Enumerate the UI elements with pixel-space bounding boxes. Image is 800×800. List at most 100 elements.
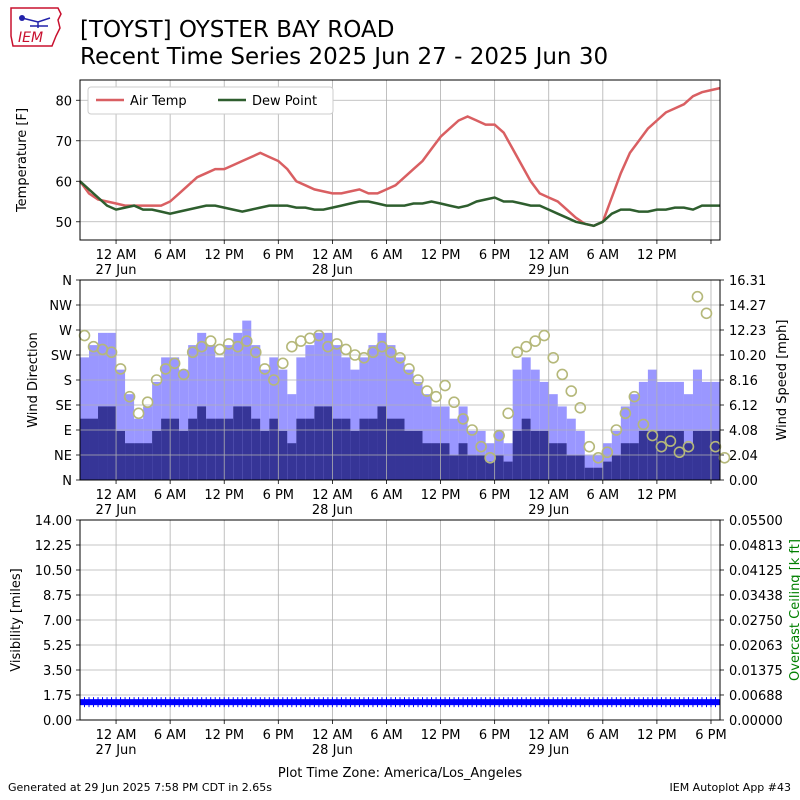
speed-bar xyxy=(530,430,540,480)
speed-bar xyxy=(197,406,207,480)
x-date-label: 28 Jun xyxy=(312,263,353,278)
y-tick-label-direction: SE xyxy=(56,399,72,414)
gust-bar xyxy=(701,381,711,480)
y-tick-label-direction: S xyxy=(64,374,72,389)
speed-bar xyxy=(215,418,225,480)
y-tick-label-direction: W xyxy=(59,324,72,339)
x-tick-label: 6 PM xyxy=(479,728,510,743)
gust-bar xyxy=(278,369,288,480)
y-tick-label-direction: NE xyxy=(54,449,72,464)
speed-bar xyxy=(233,406,243,480)
direction-point xyxy=(204,335,217,347)
speed-bar xyxy=(674,430,684,480)
iem-logo: IEM xyxy=(8,6,64,50)
speed-bar xyxy=(557,443,567,480)
direction-point xyxy=(556,368,569,381)
chart-title-range: Recent Time Series 2025 Jun 27 - 2025 Ju… xyxy=(80,44,609,70)
direction-point xyxy=(213,343,226,356)
speed-bar xyxy=(449,455,459,480)
speed-bar xyxy=(638,430,648,480)
direction-point xyxy=(141,396,154,409)
direction-point xyxy=(258,363,271,375)
direction-point xyxy=(619,407,632,420)
direction-point xyxy=(394,351,406,364)
x-tick-label: 12 PM xyxy=(204,248,244,263)
x-date-label: 29 Jun xyxy=(528,263,569,278)
gust-bar xyxy=(152,381,162,480)
gust-bar xyxy=(350,369,360,480)
speed-bar xyxy=(584,467,594,480)
x-date-label: 27 Jun xyxy=(96,263,137,278)
gust-bar xyxy=(368,345,378,480)
x-tick-label: 12 AM xyxy=(96,248,137,263)
direction-point xyxy=(583,440,596,453)
app-note: IEM Autoplot App #43 xyxy=(669,781,792,794)
gust-bar xyxy=(566,418,576,480)
direction-point xyxy=(177,368,190,381)
speed-bar xyxy=(503,461,513,480)
speed-bar xyxy=(494,455,504,480)
gust-bar xyxy=(251,345,261,480)
y-axis-label-visibility: Visibility [miles] xyxy=(9,568,24,671)
speed-bar xyxy=(602,461,612,480)
y2-tick-label-speed: 10.20 xyxy=(729,349,766,364)
x-tick-label: 6 AM xyxy=(370,248,403,263)
direction-point xyxy=(412,374,424,386)
gust-bar xyxy=(665,381,675,480)
y-tick-label-visibility: 3.50 xyxy=(43,664,72,679)
direction-point xyxy=(610,424,623,436)
speed-bar xyxy=(440,443,450,480)
x-tick-label: 6 AM xyxy=(154,728,187,743)
direction-point xyxy=(520,340,532,353)
speed-bar xyxy=(413,430,423,480)
y-tick-label-visibility: 14.00 xyxy=(35,514,72,529)
x-date-label: 28 Jun xyxy=(312,503,353,518)
y-tick-label-visibility: 12.25 xyxy=(35,539,72,554)
x-date-label: 29 Jun xyxy=(528,743,569,758)
y2-tick-label-ceiling: 0.05500 xyxy=(729,514,783,529)
speed-bar xyxy=(422,443,432,480)
gust-bar xyxy=(674,381,684,480)
iem-logo-graphic: IEM xyxy=(10,7,62,47)
y-tick-label-direction: N xyxy=(62,274,72,289)
x-tick-label: 12 PM xyxy=(204,488,244,503)
speed-bar xyxy=(152,430,162,480)
y-tick-label-visibility: 0.00 xyxy=(43,714,72,729)
direction-point xyxy=(547,351,560,364)
direction-point xyxy=(313,329,325,342)
speed-bar xyxy=(287,443,297,480)
gust-bar xyxy=(539,381,549,480)
legend-box xyxy=(87,86,334,115)
speed-bar xyxy=(458,443,468,480)
direction-point xyxy=(340,343,352,356)
direction-point xyxy=(493,429,505,442)
x-tick-label: 6 AM xyxy=(154,488,187,503)
dew-point-line xyxy=(79,180,720,228)
gust-bar xyxy=(422,394,432,480)
gust-bar xyxy=(656,381,666,480)
x-tick-label: 6 AM xyxy=(587,728,620,743)
speed-bar xyxy=(386,418,396,480)
y2-tick-label-ceiling: 0.04813 xyxy=(729,539,783,554)
gust-bar xyxy=(179,369,189,480)
gust-bar xyxy=(683,394,693,480)
plot-frame xyxy=(79,279,721,481)
direction-point xyxy=(150,374,163,386)
speed-bar xyxy=(548,443,558,480)
speed-bar xyxy=(467,455,477,480)
direction-point xyxy=(240,335,253,347)
y2-tick-label-speed: 8.16 xyxy=(729,374,758,389)
gust-bar xyxy=(305,345,315,480)
x-tick-label: 12 PM xyxy=(204,728,244,743)
direction-point xyxy=(195,340,208,353)
y2-tick-label-ceiling: 0.01375 xyxy=(729,664,783,679)
speed-bar xyxy=(377,406,387,480)
direction-point xyxy=(421,385,433,397)
y-tick-label-direction: E xyxy=(64,424,72,439)
speed-bar xyxy=(161,418,171,480)
direction-point xyxy=(123,390,136,403)
direction-point xyxy=(475,440,487,453)
speed-bar xyxy=(611,455,621,480)
x-tick-label: 12 PM xyxy=(421,728,461,743)
speed-bar xyxy=(512,430,522,480)
